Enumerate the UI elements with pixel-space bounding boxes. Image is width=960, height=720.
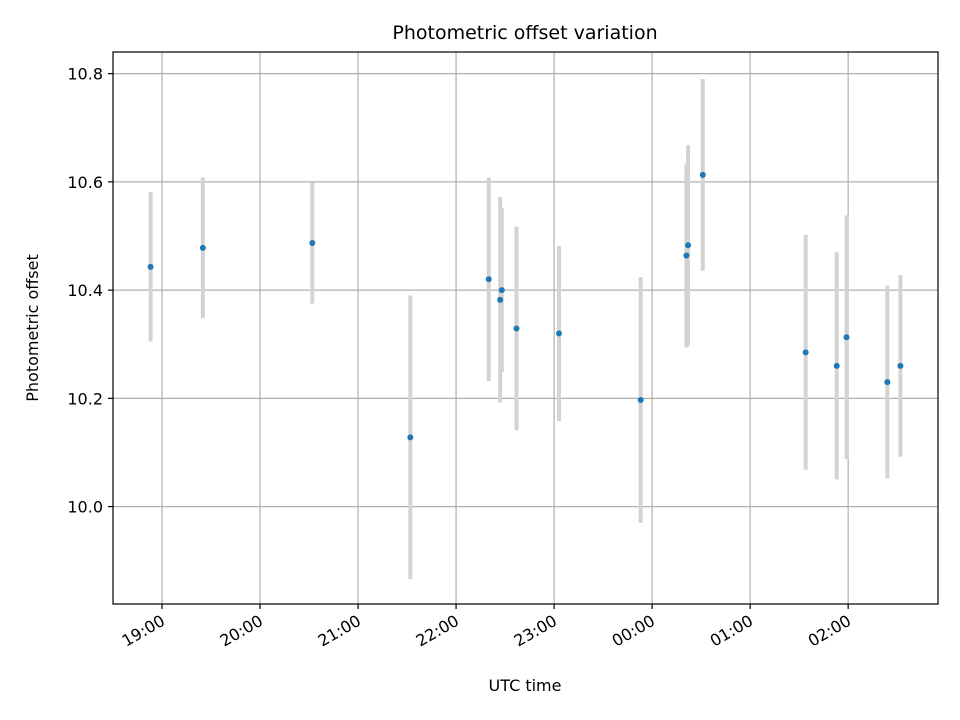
error-bars: [148, 79, 903, 580]
data-point: [802, 349, 809, 356]
data-points: [147, 171, 904, 441]
data-point: [199, 244, 206, 251]
y-tick-label: 10.4: [67, 281, 103, 300]
y-axis-label: Photometric offset: [23, 254, 42, 402]
data-point: [833, 362, 840, 369]
x-tick-label: 01:00: [707, 611, 756, 651]
y-tick-label: 10.8: [67, 65, 103, 84]
data-point: [407, 434, 414, 441]
data-point: [637, 396, 644, 403]
y-ticks: 10.0 10.2 10.4 10.6 10.8: [67, 65, 113, 517]
data-point: [497, 296, 504, 303]
y-tick-label: 10.6: [67, 173, 103, 192]
y-tick-label: 10.0: [67, 498, 103, 517]
x-axis-label: UTC time: [489, 676, 562, 695]
y-tick-label: 10.2: [67, 389, 103, 408]
x-tick-label: 20:00: [217, 611, 266, 651]
data-point: [555, 330, 562, 337]
data-point: [683, 252, 690, 259]
x-tick-label: 23:00: [511, 611, 560, 651]
x-tick-label: 02:00: [805, 611, 854, 651]
data-point: [498, 287, 505, 294]
data-point: [843, 334, 850, 341]
plot-frame: [112, 51, 939, 605]
data-point: [897, 362, 904, 369]
x-ticks: 19:00 20:00 21:00 22:00 23:00 00:00 01:00 02:00: [119, 604, 854, 651]
x-tick-label: 21:00: [315, 611, 364, 651]
chart-title: Photometric offset variation: [392, 22, 657, 44]
x-tick-label: 00:00: [609, 611, 658, 651]
data-point: [699, 171, 706, 178]
data-point: [309, 240, 316, 247]
x-tick-label: 19:00: [119, 611, 168, 651]
grid: [113, 52, 938, 604]
data-point: [513, 325, 520, 332]
data-point: [685, 242, 692, 249]
data-point: [147, 263, 154, 270]
data-point: [884, 379, 891, 386]
x-tick-label: 22:00: [413, 611, 462, 651]
data-point: [485, 276, 492, 283]
